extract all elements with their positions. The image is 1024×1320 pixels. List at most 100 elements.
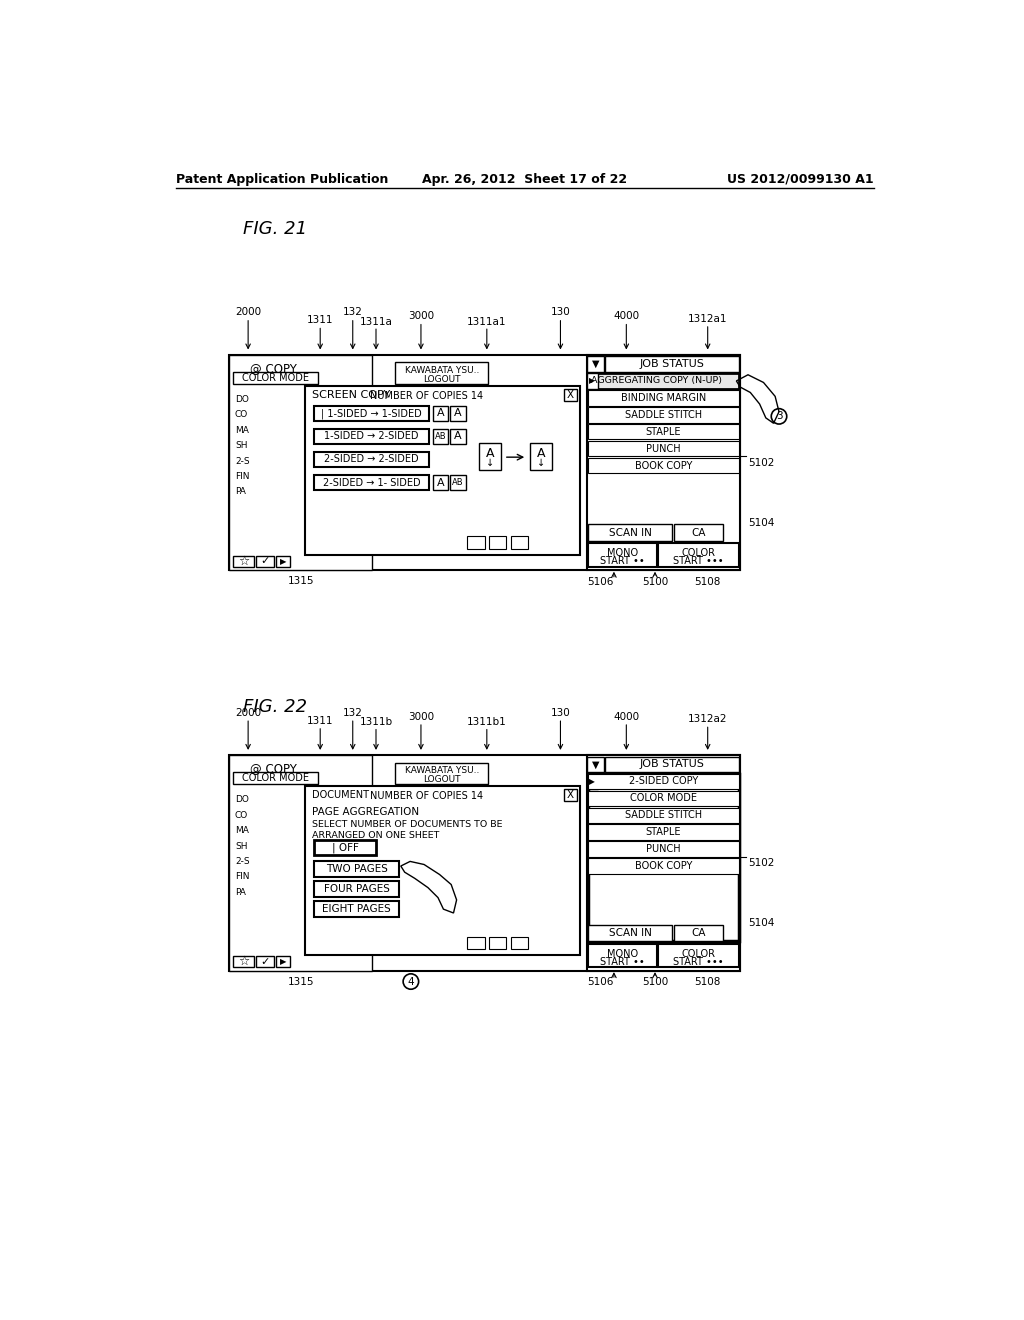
Bar — [589, 858, 738, 874]
Bar — [232, 772, 317, 784]
Text: AB: AB — [434, 432, 446, 441]
Text: A: A — [485, 446, 495, 459]
Text: 5100: 5100 — [642, 977, 668, 987]
Text: 4: 4 — [408, 977, 414, 986]
Text: 1311a: 1311a — [359, 317, 392, 326]
Bar — [489, 536, 506, 549]
Bar — [658, 944, 738, 966]
Bar — [314, 451, 429, 467]
Text: ☆: ☆ — [238, 954, 249, 968]
Bar — [587, 355, 740, 570]
Bar — [451, 475, 466, 490]
Text: | 1-SIDED → 1-SIDED: | 1-SIDED → 1-SIDED — [321, 408, 422, 418]
Bar — [305, 385, 580, 554]
Bar — [564, 789, 577, 801]
Bar — [589, 924, 672, 941]
Text: ▶: ▶ — [589, 777, 595, 785]
Text: 2-S: 2-S — [234, 857, 250, 866]
Text: PA: PA — [234, 487, 246, 496]
Text: 1315: 1315 — [288, 977, 314, 986]
Text: NUMBER OF COPIES 14: NUMBER OF COPIES 14 — [370, 791, 483, 801]
Text: ↓: ↓ — [537, 458, 545, 467]
Bar — [256, 956, 274, 966]
Bar — [432, 405, 449, 421]
Bar — [305, 785, 580, 956]
Bar — [589, 774, 738, 941]
Text: FIG. 22: FIG. 22 — [243, 698, 307, 715]
Bar — [605, 756, 738, 772]
Bar — [467, 536, 484, 549]
Text: ✓: ✓ — [260, 556, 270, 566]
Text: X: X — [567, 389, 574, 400]
Text: A: A — [436, 408, 444, 418]
Text: CO: CO — [234, 411, 248, 420]
Bar — [395, 763, 488, 784]
Text: TWO PAGES: TWO PAGES — [326, 865, 387, 874]
Text: DO: DO — [234, 796, 249, 804]
Text: START •••: START ••• — [673, 556, 724, 566]
Bar — [232, 956, 254, 966]
Text: Patent Application Publication: Patent Application Publication — [176, 173, 388, 186]
Text: MONO: MONO — [607, 949, 638, 958]
Text: FIN: FIN — [234, 473, 250, 480]
Text: 2-S: 2-S — [234, 457, 250, 466]
Text: CO: CO — [234, 810, 248, 820]
Text: 2-SIDED → 1- SIDED: 2-SIDED → 1- SIDED — [323, 478, 420, 487]
Bar — [314, 882, 399, 896]
Bar — [589, 944, 656, 966]
Text: 5104: 5104 — [748, 517, 774, 528]
Text: @ COPY: @ COPY — [251, 763, 297, 776]
Text: COLOR MODE: COLOR MODE — [242, 774, 309, 783]
Text: 2000: 2000 — [236, 308, 261, 317]
Bar — [589, 841, 738, 857]
Text: 132: 132 — [343, 708, 362, 718]
Bar — [451, 429, 466, 444]
Text: AGGREGATING COPY (N-UP): AGGREGATING COPY (N-UP) — [591, 376, 722, 385]
Text: STAPLE: STAPLE — [646, 828, 681, 837]
Text: 5104: 5104 — [748, 917, 774, 928]
Bar — [587, 774, 598, 789]
Bar — [314, 902, 399, 917]
Bar — [589, 407, 738, 422]
Bar — [314, 475, 429, 490]
Bar — [228, 355, 740, 570]
Text: DO: DO — [234, 395, 249, 404]
Text: 2-SIDED → 2-SIDED: 2-SIDED → 2-SIDED — [324, 454, 419, 465]
Text: ▶: ▶ — [589, 376, 595, 385]
Text: LOGOUT: LOGOUT — [423, 375, 461, 384]
Text: A: A — [537, 446, 546, 459]
Text: CA: CA — [691, 528, 706, 537]
Bar — [432, 429, 449, 444]
Text: A: A — [455, 432, 462, 441]
Text: SELECT NUMBER OF DOCUMENTS TO BE: SELECT NUMBER OF DOCUMENTS TO BE — [312, 820, 503, 829]
Bar — [232, 556, 254, 566]
Bar — [589, 774, 738, 789]
Text: 5102: 5102 — [748, 858, 774, 869]
Text: 1312a1: 1312a1 — [688, 314, 727, 323]
Text: BOOK COPY: BOOK COPY — [635, 461, 692, 471]
Text: 5108: 5108 — [694, 977, 721, 987]
Text: 1315: 1315 — [288, 576, 314, 586]
Text: ARRANGED ON ONE SHEET: ARRANGED ON ONE SHEET — [312, 830, 440, 840]
Text: ▼: ▼ — [592, 759, 599, 770]
Bar — [232, 372, 317, 384]
Bar — [589, 808, 738, 822]
Text: NUMBER OF COPIES 14: NUMBER OF COPIES 14 — [370, 391, 483, 400]
Text: 4000: 4000 — [613, 711, 639, 722]
Text: 1-SIDED → 2-SIDED: 1-SIDED → 2-SIDED — [325, 432, 419, 441]
Text: EIGHT PAGES: EIGHT PAGES — [323, 904, 391, 915]
Text: 1312a2: 1312a2 — [688, 714, 727, 723]
Text: BOOK COPY: BOOK COPY — [635, 861, 692, 871]
Text: 1311b: 1311b — [359, 717, 392, 727]
Bar — [589, 825, 738, 840]
Bar — [314, 862, 399, 876]
Text: SH: SH — [234, 842, 248, 850]
Text: COLOR: COLOR — [681, 548, 716, 558]
Text: SADDLE STITCH: SADDLE STITCH — [625, 810, 702, 820]
Text: COLOR: COLOR — [681, 949, 716, 958]
Bar — [674, 924, 723, 941]
Bar — [587, 374, 598, 388]
Text: 1311a1: 1311a1 — [467, 317, 507, 326]
Text: BINDING MARGIN: BINDING MARGIN — [621, 393, 707, 403]
Bar — [564, 388, 577, 401]
